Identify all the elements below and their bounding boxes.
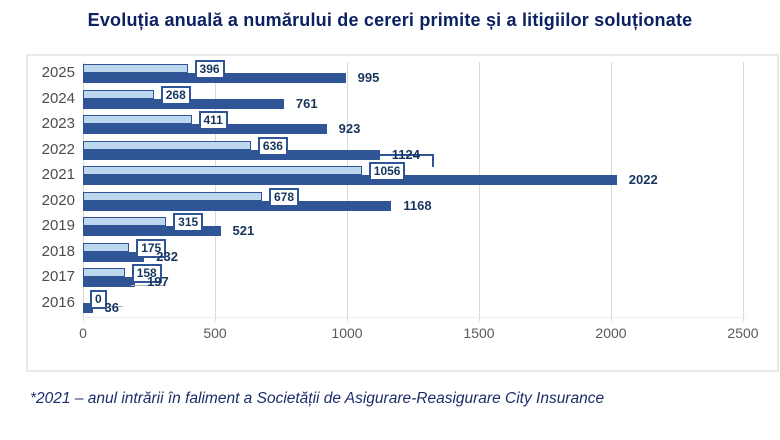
chart-title: Evoluția anuală a numărului de cereri pr… bbox=[87, 10, 693, 30]
x-axis-tick-label: 1000 bbox=[331, 325, 363, 341]
bar-light-series bbox=[83, 115, 192, 124]
y-axis-category-label: 2024 bbox=[41, 89, 75, 107]
bar-dark-series bbox=[83, 302, 93, 313]
value-label-boxed: 396 bbox=[194, 60, 225, 79]
value-label-boxed: 268 bbox=[160, 85, 191, 105]
value-label: 521 bbox=[232, 223, 255, 238]
leader-line bbox=[131, 285, 165, 286]
y-axis-category-label: 2017 bbox=[41, 268, 75, 285]
value-label-boxed: 411 bbox=[198, 111, 228, 130]
value-label-boxed: 678 bbox=[268, 187, 300, 207]
value-label: 923 bbox=[338, 121, 361, 136]
y-axis-category-label: 2023 bbox=[41, 115, 75, 132]
bar-light-series bbox=[83, 217, 167, 226]
bar-dark-series bbox=[83, 149, 380, 160]
gridline bbox=[479, 62, 480, 321]
y-axis-category-label: 2019 bbox=[41, 217, 75, 234]
bar-light-series bbox=[83, 268, 125, 277]
bar-light-series bbox=[83, 191, 262, 201]
value-label: 197 bbox=[147, 274, 169, 289]
value-label: 2022 bbox=[628, 172, 658, 187]
chart-frame: 0 500 1000 1500 2000 2500 2025 396 995 2024 268 761… bbox=[26, 54, 779, 372]
value-label-boxed: 315 bbox=[173, 213, 204, 232]
value-label: 36 bbox=[104, 299, 119, 315]
value-label: 761 bbox=[295, 95, 318, 111]
bar-dark-series bbox=[83, 175, 617, 185]
value-label-boxed: 636 bbox=[257, 136, 288, 156]
value-label: 232 bbox=[156, 248, 178, 264]
x-axis-tick-label: 1500 bbox=[463, 325, 495, 341]
y-axis-category-label: 2025 bbox=[41, 64, 75, 81]
y-axis-category-label: 2022 bbox=[41, 140, 75, 158]
y-axis-category-label: 2018 bbox=[41, 242, 75, 260]
gridline bbox=[743, 62, 744, 321]
gridline bbox=[611, 62, 612, 321]
value-label-boxed: 0 bbox=[90, 289, 107, 309]
leader-line bbox=[111, 305, 123, 307]
y-axis-category-label: 2020 bbox=[41, 191, 75, 209]
bar-light-series bbox=[83, 166, 362, 175]
value-label-boxed: 1056 bbox=[368, 162, 406, 181]
x-axis-tick-label: 0 bbox=[79, 325, 87, 341]
bar-light-series bbox=[83, 64, 188, 73]
value-label-boxed: 158 bbox=[131, 264, 162, 283]
bar-dark-series bbox=[83, 277, 135, 287]
bar-light-series bbox=[83, 242, 130, 252]
bar-dark-series bbox=[83, 200, 392, 211]
bar-light-series bbox=[83, 140, 251, 150]
bar-light-series bbox=[83, 89, 154, 99]
y-axis-category-label: 2016 bbox=[41, 293, 75, 311]
value-label: 1124 bbox=[391, 146, 420, 162]
value-label: 995 bbox=[357, 70, 380, 85]
bar-dark-series bbox=[83, 226, 221, 236]
value-label-boxed: 175 bbox=[136, 238, 167, 258]
x-axis-tick-label: 500 bbox=[203, 325, 227, 341]
gridline bbox=[347, 62, 348, 321]
bar-dark-series bbox=[83, 251, 145, 262]
x-axis-line bbox=[82, 317, 746, 318]
x-axis-tick-label: 2500 bbox=[727, 325, 759, 341]
leader-line bbox=[379, 153, 432, 156]
plot-area: 0 500 1000 1500 2000 2500 2025 396 995 2024 268 761… bbox=[42, 60, 759, 341]
leader-line bbox=[431, 153, 434, 167]
x-axis-tick-label: 2000 bbox=[595, 325, 627, 341]
footnote: *2021 – anul intrării în faliment a Soci… bbox=[30, 390, 605, 407]
y-axis-category-label: 2021 bbox=[41, 166, 75, 183]
value-label: 1168 bbox=[403, 197, 432, 213]
